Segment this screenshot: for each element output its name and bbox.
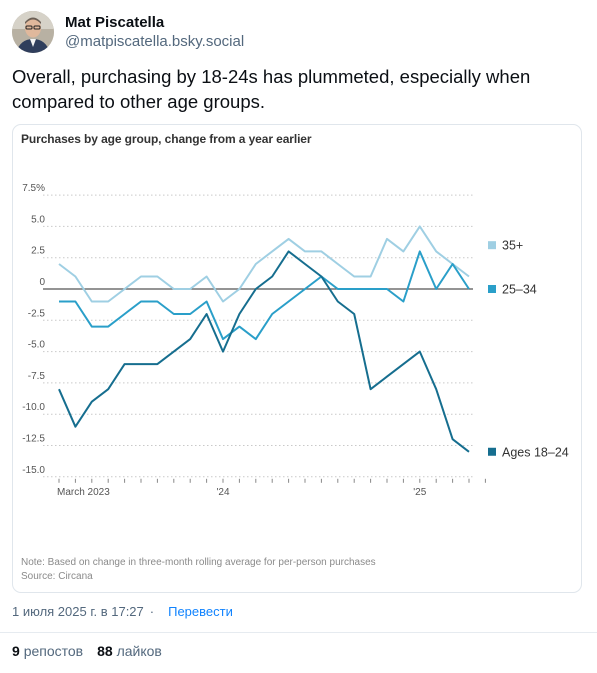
legend-25-34-label: 25–34 (502, 283, 537, 297)
author-name[interactable]: Mat Piscatella (65, 14, 165, 31)
divider (0, 632, 597, 633)
post-stats: 9 репостов 88 лайков (12, 643, 162, 659)
likes-label: лайков (116, 643, 162, 659)
y-tick-label: -5.0 (28, 340, 46, 351)
y-tick-label: -7.5 (28, 371, 46, 382)
reposts-count: 9 (12, 643, 20, 659)
legend-35-plus-label: 35+ (502, 239, 523, 253)
post-timestamp[interactable]: 1 июля 2025 г. в 17:27 (12, 604, 144, 619)
y-tick-label: -10.0 (22, 402, 45, 413)
embedded-chart-image[interactable]: 7.5% 5.0 2.5 0 -2.5 -5.0 -7.5 -10.0 -12.5 -15.0 3… (12, 124, 582, 593)
legend-18-24-swatch (488, 447, 496, 456)
translate-link[interactable]: Перевести (168, 604, 233, 619)
chart-title: Purchases by age group, change from a ye… (21, 132, 312, 146)
meta-separator: · (149, 604, 155, 619)
post-header: Mat Piscatella @matpiscatella.bsky.socia… (12, 10, 244, 54)
post-meta: 1 июля 2025 г. в 17:27 · Перевести (12, 604, 233, 619)
series-25-34-line (59, 250, 470, 341)
y-tick-label: -12.5 (22, 434, 45, 445)
chart-source: Source: Circana (21, 571, 93, 582)
likes-stat[interactable]: 88 лайков (97, 643, 162, 659)
y-tick-label: 7.5% (22, 183, 45, 194)
legend-25-34-swatch (488, 285, 496, 293)
chart-note-text: Note: Based on change in three-month rol… (21, 557, 376, 568)
x-tick-label: March 2023 (57, 487, 110, 498)
series-35-plus-line (58, 225, 470, 303)
series-18-24-line (58, 250, 470, 453)
line-chart: 7.5% 5.0 2.5 0 -2.5 -5.0 -7.5 -10.0 -12.5 -15.0 3… (22, 183, 569, 498)
reposts-label: репостов (23, 643, 84, 659)
reposts-stat[interactable]: 9 репостов (12, 643, 83, 659)
chart-note: Note: Based on change in three-month rol… (21, 556, 376, 584)
avatar[interactable] (12, 11, 54, 53)
likes-count: 88 (97, 643, 113, 659)
y-tick-label: 0 (39, 277, 45, 288)
y-tick-label: -2.5 (28, 308, 46, 319)
legend-35-plus-swatch (488, 241, 496, 250)
x-tick-label: '25 (413, 487, 426, 498)
y-tick-label: 5.0 (31, 214, 45, 225)
x-tick-label: '24 (216, 487, 229, 498)
legend-18-24-label: Ages 18–24 (502, 445, 569, 459)
y-tick-label: 2.5 (31, 246, 45, 257)
author-handle[interactable]: @matpiscatella.bsky.social (65, 33, 245, 50)
y-tick-label: -15.0 (22, 465, 45, 476)
post-text: Overall, purchasing by 18-24s has plumme… (12, 66, 531, 112)
avatar-image (12, 11, 54, 53)
